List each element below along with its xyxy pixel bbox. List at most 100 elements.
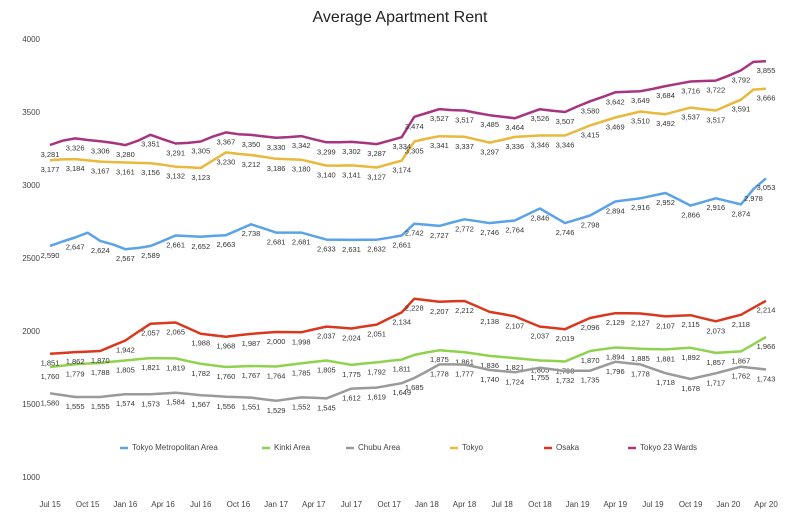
series-line (49, 297, 767, 356)
data-label: 3,177 (41, 165, 60, 174)
data-label: 2,978 (744, 194, 763, 203)
data-label: 2,107 (505, 321, 524, 330)
data-label: 1,775 (342, 370, 361, 379)
data-label: 2,624 (91, 246, 110, 255)
data-label: 1,778 (631, 369, 650, 378)
data-label: 2,073 (706, 326, 725, 335)
data-label: 2,207 (430, 307, 449, 316)
data-label: 2,065 (166, 327, 185, 336)
data-label: 3,123 (191, 173, 210, 182)
data-label: 3,053 (757, 183, 776, 192)
data-label: 1,724 (505, 377, 524, 386)
data-label: 3,281 (41, 150, 60, 159)
data-label: 3,291 (166, 148, 185, 157)
data-label: 3,474 (405, 122, 424, 131)
data-label: 3,591 (731, 105, 750, 114)
data-label: 1,732 (556, 376, 575, 385)
data-label: 3,156 (141, 168, 160, 177)
x-tick-label: Jan 17 (264, 500, 289, 509)
data-label: 1,821 (505, 363, 524, 372)
data-label: 1,788 (91, 368, 110, 377)
data-label: 1,851 (41, 359, 60, 368)
data-label: 3,649 (631, 96, 650, 105)
y-tick-label: 4000 (22, 35, 40, 44)
data-label: 2,212 (455, 306, 474, 315)
data-label: 2,742 (405, 229, 424, 238)
data-label: 1,805 (317, 365, 336, 374)
data-label: 3,346 (531, 140, 550, 149)
data-label: 2,738 (242, 229, 261, 238)
data-label: 2,107 (656, 321, 675, 330)
x-tick-label: Jul 15 (39, 500, 61, 509)
data-label: 1,619 (367, 393, 386, 402)
series-line (49, 360, 767, 403)
data-label: 3,334 (392, 142, 411, 151)
data-label: 2,916 (706, 203, 725, 212)
data-label: 2,037 (317, 332, 336, 341)
data-label: 1,811 (393, 365, 411, 374)
data-label: 2,798 (581, 220, 600, 229)
data-label: 3,306 (91, 146, 110, 155)
data-label: 1,552 (292, 402, 311, 411)
data-label: 1,717 (706, 378, 725, 387)
data-label: 3,302 (342, 147, 361, 156)
data-label: 2,567 (116, 254, 135, 263)
data-label: 2,681 (267, 238, 286, 247)
legend-label: Tokyo (462, 443, 483, 452)
legend-label: Osaka (556, 443, 580, 452)
data-label: 1,988 (191, 339, 210, 348)
data-label: 3,132 (166, 172, 185, 181)
data-label: 2,633 (317, 245, 336, 254)
data-label: 2,952 (656, 198, 675, 207)
data-label: 1,545 (317, 403, 336, 412)
x-tick-label: Jul 16 (190, 500, 212, 509)
data-label: 3,716 (681, 86, 700, 95)
data-label: 1,762 (731, 372, 750, 381)
data-label: 3,510 (631, 117, 650, 126)
data-label: 1,782 (191, 369, 210, 378)
legend-label: Chubu Area (358, 443, 401, 452)
data-label: 2,590 (41, 251, 60, 260)
data-label: 3,855 (757, 66, 776, 75)
data-label: 1,861 (455, 357, 474, 366)
data-label: 3,526 (531, 114, 550, 123)
data-label: 2,663 (216, 240, 235, 249)
data-label: 3,367 (216, 137, 235, 146)
data-label: 3,127 (367, 172, 386, 181)
data-label: 1,555 (91, 402, 110, 411)
data-label: 1,987 (242, 339, 261, 348)
data-label: 2,589 (141, 251, 160, 260)
data-label: 1,584 (166, 398, 185, 407)
data-label: 1,580 (41, 398, 60, 407)
data-label: 1,821 (141, 363, 160, 372)
data-label: 2,746 (480, 228, 499, 237)
data-label: 2,127 (631, 318, 650, 327)
data-label: 2,652 (191, 242, 210, 251)
data-label: 3,326 (66, 143, 85, 152)
data-label: 2,037 (531, 332, 550, 341)
data-label: 1,942 (116, 345, 135, 354)
data-label: 1,556 (216, 402, 235, 411)
data-label: 1,805 (531, 365, 550, 374)
data-label: 3,341 (430, 141, 449, 150)
data-label: 3,580 (581, 106, 600, 115)
data-label: 2,138 (480, 317, 499, 326)
x-tick-label: Oct 15 (76, 500, 100, 509)
data-label: 3,174 (392, 166, 411, 175)
data-label: 1,777 (455, 370, 474, 379)
data-label: 3,642 (606, 97, 625, 106)
data-label: 3,212 (242, 160, 261, 169)
data-label: 3,722 (706, 86, 725, 95)
x-tick-label: Oct 19 (679, 500, 703, 509)
data-label: 2,764 (505, 225, 524, 234)
data-label: 3,186 (267, 164, 286, 173)
data-label: 2,916 (631, 203, 650, 212)
data-label: 1,836 (480, 361, 499, 370)
data-label: 1,764 (267, 371, 286, 380)
data-label: 2,874 (731, 209, 750, 218)
series-line (49, 335, 767, 369)
data-label: 2,631 (342, 245, 361, 254)
legend-label: Kinki Area (274, 443, 311, 452)
x-tick-label: Jul 19 (642, 500, 664, 509)
series-line (49, 59, 767, 147)
